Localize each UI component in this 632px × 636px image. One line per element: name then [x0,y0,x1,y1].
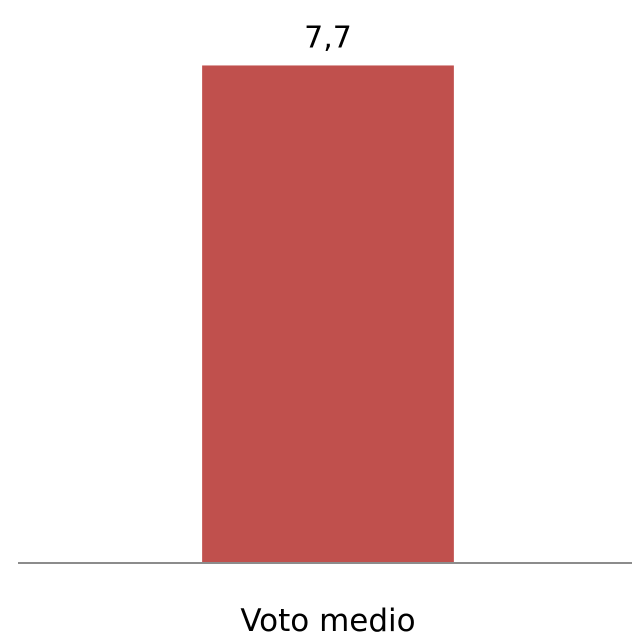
bars-group [202,65,454,563]
bar-0 [202,65,454,563]
data-label-0: 7,7 [304,20,352,55]
data-labels-group: 7,7 [304,20,352,55]
x-tick-label-0: Voto medio [240,603,415,636]
x-tick-labels-group: Voto medio [240,603,415,636]
